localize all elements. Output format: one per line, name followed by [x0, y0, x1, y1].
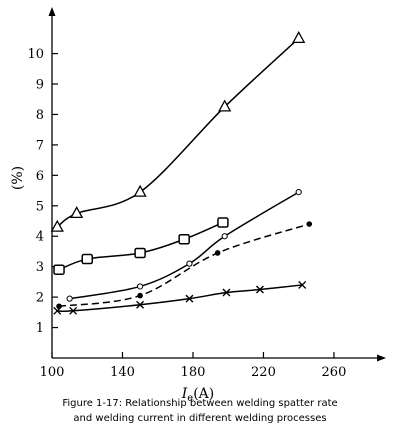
x-axis-title-unit: (A) [193, 386, 214, 402]
x-marker-stroke [255, 285, 264, 294]
data-point-square [178, 234, 190, 245]
x-marker-stroke [69, 306, 78, 315]
data-point-open-circle [186, 260, 193, 267]
series-x [53, 280, 307, 315]
data-point-x [53, 306, 62, 315]
y-tick-label: 10 [27, 47, 44, 62]
data-point-triangle [292, 31, 306, 44]
x-tick-label: 180 [181, 365, 206, 380]
data-point-open-circle [295, 188, 302, 196]
y-tick-label: 1 [36, 321, 44, 336]
data-point-x [185, 294, 194, 303]
series-square [53, 217, 229, 275]
x-marker-stroke [53, 306, 62, 315]
x-tick-label: 220 [251, 365, 276, 380]
x-axis-title-subscript: e [187, 393, 193, 404]
figure-caption-line-1: Figure 1-17: Relationship between weldin… [62, 398, 338, 409]
y-tick-label: 7 [36, 138, 44, 153]
y-tick-label: 6 [36, 169, 44, 184]
figure-caption-line-2: and welding current in different welding… [73, 413, 327, 424]
x-axis-arrow [377, 354, 386, 362]
y-tick-label: 2 [36, 291, 44, 306]
data-point-x [222, 288, 231, 297]
series-line-filled-circle [58, 223, 310, 307]
data-point-filled-circle [137, 292, 143, 299]
series-line-triangle [56, 37, 300, 228]
y-tick-label: 5 [36, 199, 44, 214]
x-tick-label: 100 [40, 365, 65, 380]
data-point-square [217, 217, 229, 228]
x-marker-stroke [185, 294, 194, 303]
x-marker-stroke [222, 288, 231, 297]
series-filled-circle [56, 221, 313, 310]
y-tick-label: 3 [36, 260, 44, 275]
y-axis-title: (%) [10, 166, 26, 190]
x-marker-stroke [136, 300, 145, 309]
data-point-triangle [70, 206, 84, 219]
series-open-circle [66, 188, 302, 302]
data-point-open-circle [137, 283, 144, 290]
data-point-square [53, 264, 65, 275]
data-point-square [81, 253, 93, 265]
data-point-filled-circle [214, 250, 221, 256]
x-marker-stroke [298, 280, 307, 289]
data-point-triangle [50, 219, 64, 232]
series-line-open-circle [69, 191, 300, 300]
data-point-triangle [133, 184, 147, 197]
data-point-open-circle [66, 295, 73, 302]
x-axis-title-symbol: I [181, 386, 188, 402]
y-tick-label: 9 [36, 78, 44, 93]
data-point-x [298, 280, 307, 289]
data-point-x [136, 300, 145, 309]
y-tick-label: 4 [36, 230, 44, 245]
data-point-x [255, 285, 264, 294]
x-tick-label: 140 [110, 365, 135, 380]
data-point-filled-circle [306, 221, 313, 227]
data-point-open-circle [221, 233, 228, 240]
x-tick-label: 260 [322, 365, 347, 380]
data-point-square [134, 247, 146, 259]
axes [48, 7, 386, 362]
y-axis-arrow [48, 7, 56, 16]
x-axis-title: Ie(A) [181, 386, 215, 404]
series-triangle [50, 31, 306, 232]
series-line-x [57, 284, 303, 313]
data-point-triangle [218, 99, 232, 112]
y-tick-label: 8 [36, 108, 44, 123]
data-point-x [69, 306, 78, 315]
